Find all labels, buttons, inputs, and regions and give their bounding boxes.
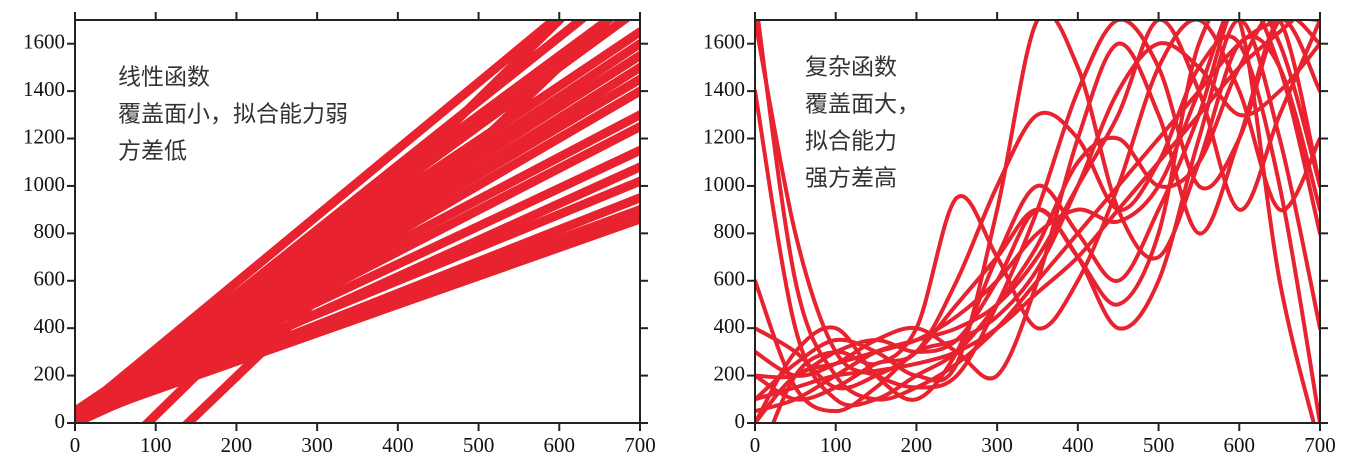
- x-tick-label: 200: [901, 433, 933, 457]
- x-tick-label: 500: [1143, 433, 1175, 457]
- x-tick-label: 600: [544, 433, 576, 457]
- line-series: [141, 20, 566, 423]
- y-tick-label: 400: [714, 314, 746, 338]
- annotation: 覆盖面大，: [805, 92, 920, 118]
- x-tick-label: 0: [750, 433, 761, 457]
- annotation: 覆盖面小，拟合能力弱: [118, 102, 348, 128]
- y-tick-label: 400: [34, 314, 66, 338]
- line-series: [771, 20, 1320, 423]
- x-tick-label: 0: [70, 433, 81, 457]
- x-tick-label: 500: [463, 433, 495, 457]
- y-tick-label: 1000: [703, 172, 745, 196]
- x-tick-label: 200: [221, 433, 253, 457]
- line-series: [755, 20, 1297, 402]
- y-tick-label: 1200: [703, 124, 745, 148]
- annotation: 复杂函数: [805, 55, 897, 81]
- x-tick-label: 300: [301, 433, 333, 457]
- line-series: [755, 20, 1316, 423]
- x-tick-label: 700: [1304, 433, 1336, 457]
- y-tick-label: 0: [55, 409, 66, 433]
- y-tick-label: 1600: [703, 30, 745, 54]
- x-tick-label: 100: [140, 433, 172, 457]
- x-tick-label: 100: [820, 433, 852, 457]
- y-tick-label: 800: [34, 219, 66, 243]
- plot-frame: [754, 19, 1321, 424]
- y-tick-label: 600: [714, 267, 746, 291]
- y-tick-label: 1000: [23, 172, 65, 196]
- x-tick-label: 400: [382, 433, 414, 457]
- plot-area: [75, 20, 640, 423]
- y-tick-label: 200: [34, 361, 66, 385]
- annotation: 强方差高: [805, 166, 897, 192]
- plot-frame: [74, 19, 641, 424]
- x-tick-label: 300: [981, 433, 1013, 457]
- y-tick-label: 600: [34, 267, 66, 291]
- annotation: 方差低: [118, 139, 187, 165]
- line-series: [755, 20, 1320, 408]
- x-tick-label: 700: [624, 433, 656, 457]
- y-tick-label: 800: [714, 219, 746, 243]
- x-tick-label: 600: [1224, 433, 1256, 457]
- y-tick-label: 200: [714, 361, 746, 385]
- line-series: [181, 20, 615, 423]
- line-series: [75, 162, 640, 423]
- line-series: [75, 62, 640, 423]
- annotation: 拟合能力: [805, 129, 897, 155]
- line-series: [755, 20, 1320, 402]
- x-tick-label: 400: [1062, 433, 1094, 457]
- y-tick-label: 1600: [23, 30, 65, 54]
- y-tick-label: 0: [735, 409, 746, 433]
- line-series: [75, 20, 588, 423]
- y-tick-label: 1400: [703, 77, 745, 101]
- line-series: [75, 20, 562, 421]
- y-tick-label: 1400: [23, 77, 65, 101]
- y-tick-label: 1200: [23, 124, 65, 148]
- line-series: [755, 41, 1320, 414]
- plot-area: [755, 20, 1320, 423]
- annotation: 线性函数: [118, 65, 210, 91]
